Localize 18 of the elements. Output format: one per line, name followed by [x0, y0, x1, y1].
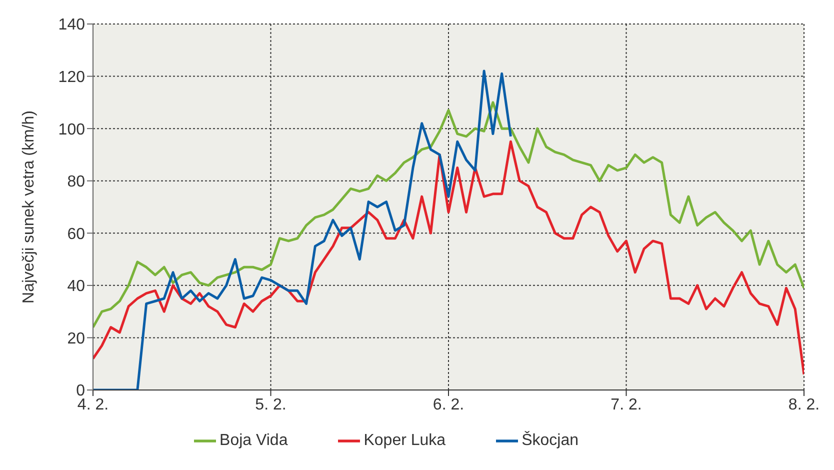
legend-label: Boja Vida	[220, 432, 288, 450]
y-tick-label: 60	[67, 226, 86, 243]
y-tick-label: 140	[58, 16, 86, 34]
y-axis-title: Največji sunek vetra (km/h)	[20, 110, 38, 304]
x-tick-label: 8. 2.	[788, 396, 820, 414]
x-tick-label: 5. 2.	[255, 396, 286, 414]
y-tick-label: 120	[58, 68, 86, 86]
line-series	[93, 70, 512, 390]
line-series	[93, 101, 804, 329]
y-tick-label: 40	[67, 278, 86, 296]
x-tick-label: 7. 2.	[610, 396, 642, 414]
y-tick-label: 20	[67, 330, 86, 348]
y-tick-label: 100	[58, 121, 86, 138]
legend-label: Škocjan	[522, 432, 578, 450]
y-tick-label: 80	[67, 174, 86, 191]
line-series	[93, 140, 804, 376]
x-tick-label: 6. 2.	[432, 396, 464, 414]
legend-label: Koper Luka	[364, 432, 446, 450]
